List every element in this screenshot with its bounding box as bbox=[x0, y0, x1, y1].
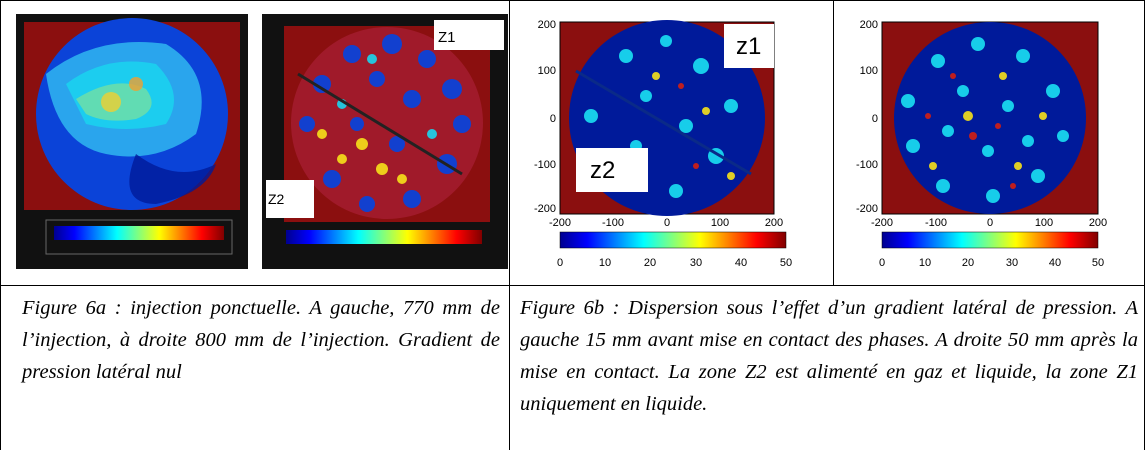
distribution-disk bbox=[291, 27, 483, 219]
colorbar-tick: 20 bbox=[644, 257, 656, 269]
figure-6b-caption: Figure 6b : Dispersion sous l’effet d’un… bbox=[520, 297, 1138, 415]
separation-line bbox=[297, 72, 463, 176]
colorbar-tick: 0 bbox=[879, 257, 885, 269]
colorbar-tick: 50 bbox=[780, 257, 792, 269]
x-tick-label: 200 bbox=[765, 217, 783, 229]
table-column-divider bbox=[509, 0, 510, 450]
label-box-z1 bbox=[434, 20, 504, 50]
y-tick-label: -200 bbox=[534, 203, 556, 215]
colorbar-tick: 20 bbox=[962, 257, 974, 269]
figure-6a-caption: Figure 6a : injection ponctuelle. A gauc… bbox=[22, 297, 500, 383]
y-tick-label: 0 bbox=[550, 113, 556, 125]
fig6b-right-panel: 200 100 0 -100 -200 -200 -100 0 100 200 … bbox=[856, 19, 1107, 269]
colorbar bbox=[54, 226, 224, 240]
y-tick-label: 200 bbox=[860, 19, 878, 31]
label-z1: Z1 bbox=[438, 29, 456, 46]
table-left-border bbox=[0, 0, 1, 450]
y-tick-label: -200 bbox=[856, 203, 878, 215]
label-z1: z1 bbox=[736, 33, 761, 60]
y-tick-label: 0 bbox=[872, 113, 878, 125]
fig6a-left-panel bbox=[16, 14, 248, 269]
x-tick-label: 100 bbox=[711, 217, 729, 229]
colorbar-tick: 30 bbox=[690, 257, 702, 269]
colorbar bbox=[286, 230, 482, 244]
y-tick-label: 100 bbox=[538, 65, 556, 77]
y-tick-label: 100 bbox=[860, 65, 878, 77]
colorbar-tick: 10 bbox=[599, 257, 611, 269]
y-tick-label: -100 bbox=[534, 159, 556, 171]
distribution-disk bbox=[894, 22, 1086, 214]
x-tick-label: -200 bbox=[871, 217, 893, 229]
y-tick-label: -100 bbox=[856, 159, 878, 171]
colorbar-tick: 50 bbox=[1092, 257, 1104, 269]
x-tick-label: -200 bbox=[549, 217, 571, 229]
colorbar-tick: 10 bbox=[919, 257, 931, 269]
table-middle-border bbox=[0, 285, 1145, 286]
x-tick-label: -100 bbox=[602, 217, 624, 229]
label-box-z1 bbox=[724, 24, 774, 68]
x-tick-label: -100 bbox=[925, 217, 947, 229]
table-top-border bbox=[0, 0, 1145, 1]
y-tick-label: 200 bbox=[538, 19, 556, 31]
label-box-z2 bbox=[576, 148, 648, 192]
fig6b-left-panel: z1 z2 200 100 0 -100 -200 -200 -100 0 10… bbox=[534, 19, 792, 269]
x-tick-label: 0 bbox=[664, 217, 670, 229]
colorbar bbox=[881, 231, 1099, 249]
colorbar-tick: 0 bbox=[557, 257, 563, 269]
colorbar-tick: 40 bbox=[735, 257, 747, 269]
x-tick-label: 200 bbox=[1089, 217, 1107, 229]
colorbar-tick: 30 bbox=[1006, 257, 1018, 269]
colorbar bbox=[559, 231, 787, 249]
label-box-z2 bbox=[266, 180, 314, 218]
separation-line bbox=[575, 69, 752, 176]
table-inner-divider bbox=[833, 0, 834, 285]
fig6a-right-panel: Z1 Z2 bbox=[262, 14, 508, 269]
x-tick-label: 0 bbox=[987, 217, 993, 229]
x-tick-label: 100 bbox=[1035, 217, 1053, 229]
colorbar-tick: 40 bbox=[1049, 257, 1061, 269]
label-z2: z2 bbox=[590, 157, 615, 184]
label-z2: Z2 bbox=[268, 191, 285, 207]
